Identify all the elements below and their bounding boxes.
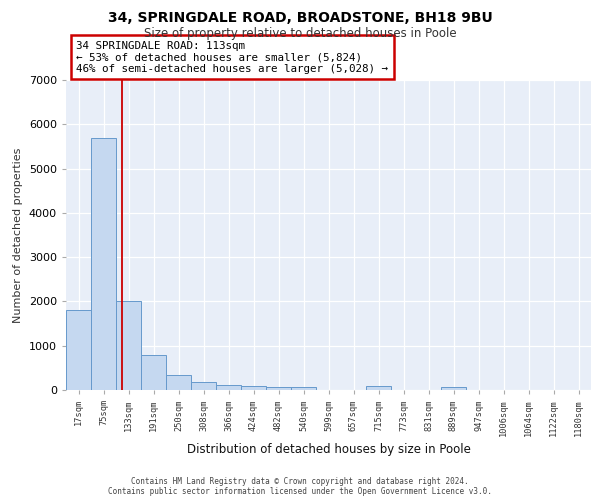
Bar [441,388,466,390]
Bar [216,385,241,390]
Text: Contains HM Land Registry data © Crown copyright and database right 2024.
Contai: Contains HM Land Registry data © Crown c… [108,476,492,496]
Bar [141,354,166,390]
Bar [241,386,266,390]
Bar [116,300,141,390]
Text: 34 SPRINGDALE ROAD: 113sqm
← 53% of detached houses are smaller (5,824)
46% of s: 34 SPRINGDALE ROAD: 113sqm ← 53% of deta… [77,40,389,74]
Bar [166,375,191,390]
Bar [91,138,116,390]
Y-axis label: Number of detached properties: Number of detached properties [13,148,23,322]
X-axis label: Distribution of detached houses by size in Poole: Distribution of detached houses by size … [187,442,470,456]
Text: 34, SPRINGDALE ROAD, BROADSTONE, BH18 9BU: 34, SPRINGDALE ROAD, BROADSTONE, BH18 9B… [107,11,493,25]
Bar [266,386,291,390]
Bar [66,310,91,390]
Bar [191,382,216,390]
Bar [366,386,391,390]
Bar [291,388,316,390]
Text: Size of property relative to detached houses in Poole: Size of property relative to detached ho… [143,27,457,40]
